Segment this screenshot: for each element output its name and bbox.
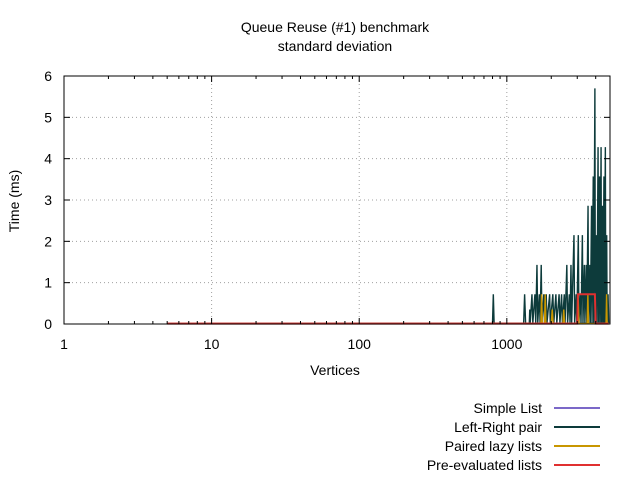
grid bbox=[64, 76, 610, 324]
x-axis-label: Vertices bbox=[310, 362, 360, 378]
y-tick-label: 6 bbox=[44, 68, 52, 84]
y-tick-label: 4 bbox=[44, 151, 52, 167]
chart-title: Queue Reuse (#1) benchmark bbox=[241, 19, 430, 35]
y-tick-label: 0 bbox=[44, 316, 52, 332]
x-tick-label: 10 bbox=[204, 336, 220, 352]
legend-label-4: Pre-evaluated lists bbox=[427, 457, 542, 473]
series-line-2 bbox=[167, 88, 610, 325]
series-line-3 bbox=[167, 294, 608, 325]
x-tick-label: 1000 bbox=[491, 336, 522, 352]
y-axis-label: Time (ms) bbox=[6, 170, 22, 232]
y-tick-label: 1 bbox=[44, 275, 52, 291]
y-tick-label: 3 bbox=[44, 192, 52, 208]
chart-subtitle: standard deviation bbox=[278, 38, 392, 54]
series-layer bbox=[167, 88, 610, 325]
legend: Simple List Left-Right pair Paired lazy li… bbox=[427, 400, 600, 473]
y-tick-label: 2 bbox=[44, 233, 52, 249]
series-line-4 bbox=[167, 293, 609, 325]
x-tick-label: 100 bbox=[348, 336, 372, 352]
legend-label-3: Paired lazy lists bbox=[445, 438, 542, 454]
legend-label-1: Simple List bbox=[474, 400, 543, 416]
legend-label-2: Left-Right pair bbox=[454, 419, 542, 435]
x-tick-label: 1 bbox=[60, 336, 68, 352]
y-tick-label: 5 bbox=[44, 109, 52, 125]
